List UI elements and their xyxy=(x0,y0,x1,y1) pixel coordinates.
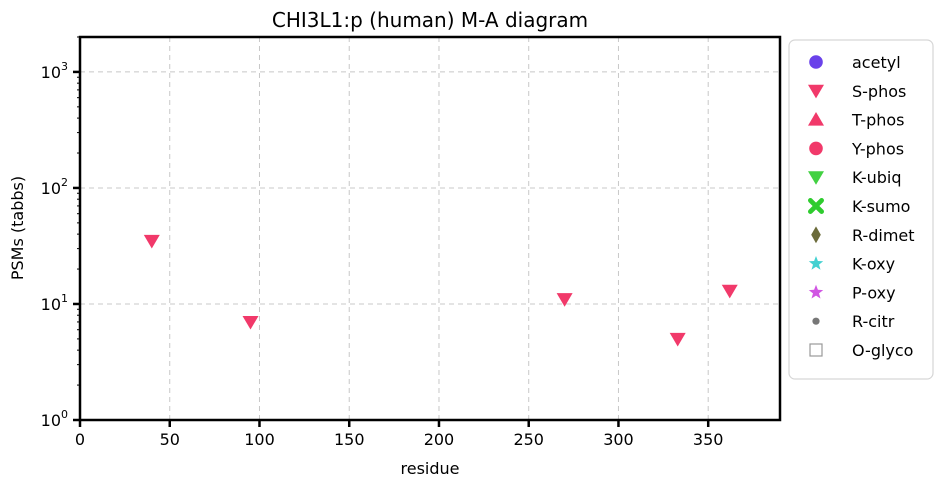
legend-label: acetyl xyxy=(852,53,901,72)
grid xyxy=(80,37,780,420)
legend-marker-o-glyco xyxy=(809,343,823,357)
x-tick-label: 350 xyxy=(693,430,724,449)
legend-label: K-oxy xyxy=(852,255,895,274)
legend-marker-r-dimet xyxy=(811,226,821,244)
data-point-s-phos xyxy=(556,293,573,307)
data-point-s-phos xyxy=(143,234,160,249)
data-point-s-phos xyxy=(669,332,686,347)
legend: acetyl S-phos T-phos Y-phos K-ubiq K-sumo R-di… xyxy=(788,39,934,380)
x-tick-label: 0 xyxy=(75,430,85,449)
legend-marker-r-citr xyxy=(812,317,820,325)
chart-title: CHI3L1:p (human) M-A diagram xyxy=(272,8,588,32)
x-axis-label: residue xyxy=(401,459,460,478)
legend-label: O-glyco xyxy=(852,341,913,360)
x-tick-label: 150 xyxy=(334,430,365,449)
legend-label: K-sumo xyxy=(852,197,910,216)
data-point-s-phos xyxy=(721,284,738,299)
legend-label: S-phos xyxy=(852,82,906,101)
legend-box xyxy=(788,39,934,380)
y-tick-label: 102 xyxy=(41,176,68,198)
legend-marker-s-phos xyxy=(808,84,824,99)
legend-label: T-phos xyxy=(851,111,905,130)
x-tick-label: 50 xyxy=(160,430,180,449)
x-tick-label: 250 xyxy=(513,430,544,449)
y-tick-label: 100 xyxy=(41,408,68,430)
x-tick-label: 300 xyxy=(603,430,634,449)
legend-marker-y-phos xyxy=(809,141,823,156)
y-axis: 100 101 102 103 xyxy=(41,36,80,430)
y-axis-label: PSMs (tabbs) xyxy=(8,176,27,280)
y-tick-label: 101 xyxy=(41,292,68,314)
legend-label: P-oxy xyxy=(852,283,896,302)
x-tick-label: 100 xyxy=(244,430,275,449)
legend-marker-t-phos xyxy=(808,112,824,126)
data-points xyxy=(143,234,738,347)
legend-label: R-dimet xyxy=(852,226,915,245)
legend-label: Y-phos xyxy=(851,139,904,158)
legend-label: R-citr xyxy=(852,312,895,331)
plot-frame xyxy=(78,35,782,422)
legend-marker-k-ubiq xyxy=(808,171,824,185)
x-tick-label: 200 xyxy=(424,430,455,449)
legend-marker-k-oxy xyxy=(808,256,824,270)
legend-marker-acetyl xyxy=(809,55,823,69)
legend-label: K-ubiq xyxy=(852,168,901,187)
x-axis: 0 50 100 150 200 250 300 350 xyxy=(75,420,724,449)
legend-marker-k-sumo xyxy=(808,198,824,214)
data-point-s-phos xyxy=(242,315,259,330)
y-tick-label: 103 xyxy=(41,60,68,82)
legend-marker-p-oxy xyxy=(808,284,824,299)
